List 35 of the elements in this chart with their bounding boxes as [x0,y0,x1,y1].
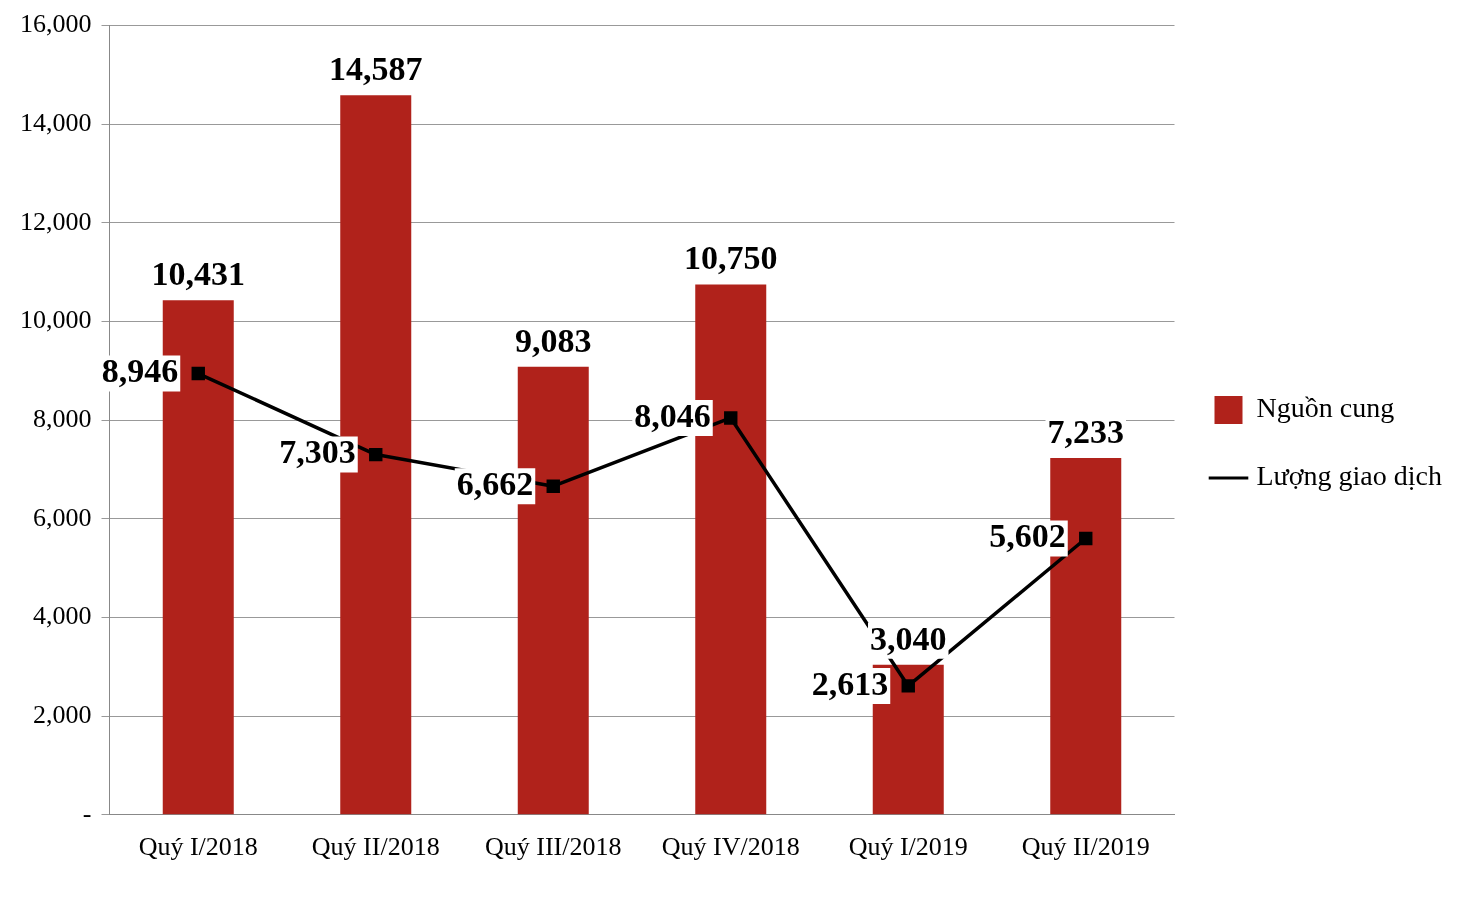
y-tick-label: 4,000 [33,601,92,631]
y-tick-label: 6,000 [33,502,92,532]
x-tick-label: Quý IV/2018 [661,832,800,862]
point [546,479,560,493]
data-label: 6,662 [456,464,534,502]
legend-label: Lượng giao dịch [1256,460,1442,492]
x-tick-label: Quý I/2018 [138,832,258,862]
data-label: 8,046 [634,396,711,434]
data-label: 2,613 [811,664,889,702]
data-label: 14,587 [329,50,423,88]
point [724,411,738,425]
point [1079,531,1093,546]
data-label: 8,946 [101,352,179,390]
data-label: 7,303 [279,433,356,471]
legend-label: Nguồn cung [1256,392,1395,424]
x-tick-label: Quý III/2018 [485,832,622,862]
x-tick-label: Quý II/2019 [1021,832,1150,862]
y-tick-label: 14,000 [20,108,92,138]
data-label: 5,602 [989,517,1066,555]
data-label: 10,750 [684,239,778,277]
point [191,366,205,381]
data-label: 7,233 [1047,412,1124,450]
y-tick-label: 10,000 [20,305,92,335]
data-label: 10,431 [151,255,245,293]
point [901,679,915,693]
y-tick-label: 16,000 [20,9,92,39]
x-tick-label: Quý II/2018 [311,832,440,862]
point [369,447,383,462]
data-label: 3,040 [870,619,947,657]
y-tick-label: 8,000 [33,404,92,434]
data-label: 9,083 [515,321,592,359]
y-tick-label: 2,000 [33,699,92,729]
y-tick-label: 12,000 [20,206,92,236]
y-tick-label: - [82,798,92,828]
x-tick-label: Quý I/2019 [848,832,968,862]
